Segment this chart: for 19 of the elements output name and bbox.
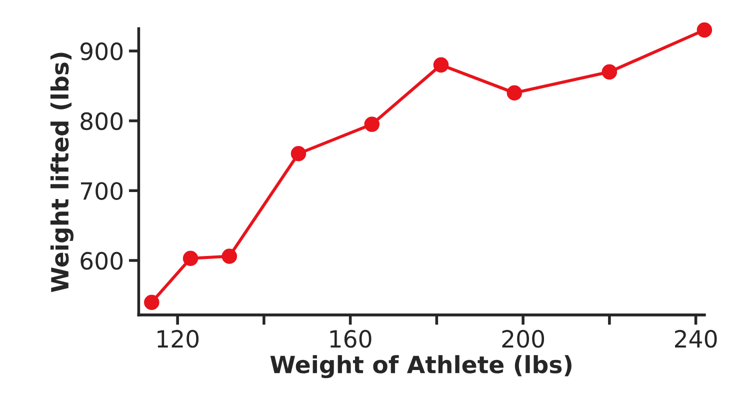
y-tick-label: 600 <box>80 252 123 270</box>
point <box>290 146 306 162</box>
point <box>696 22 712 38</box>
x-tick-label: 200 <box>502 330 544 348</box>
x-tick-label: 160 <box>330 330 372 348</box>
point <box>222 248 238 264</box>
point <box>144 294 160 310</box>
x-axis-title: Weight of Athlete (lbs) <box>270 355 572 378</box>
y-tick-label: 700 <box>80 182 123 200</box>
y-tick-label: 900 <box>80 42 123 60</box>
y-tick-label: 800 <box>80 112 123 130</box>
point <box>364 116 380 132</box>
x-tick-label: 120 <box>158 330 199 348</box>
point <box>602 64 618 80</box>
x-tick-label: 240 <box>675 330 717 348</box>
point <box>182 250 198 266</box>
point <box>506 85 522 101</box>
point <box>433 57 449 73</box>
y-axis-title: Weight lifted (lbs) <box>50 52 74 292</box>
